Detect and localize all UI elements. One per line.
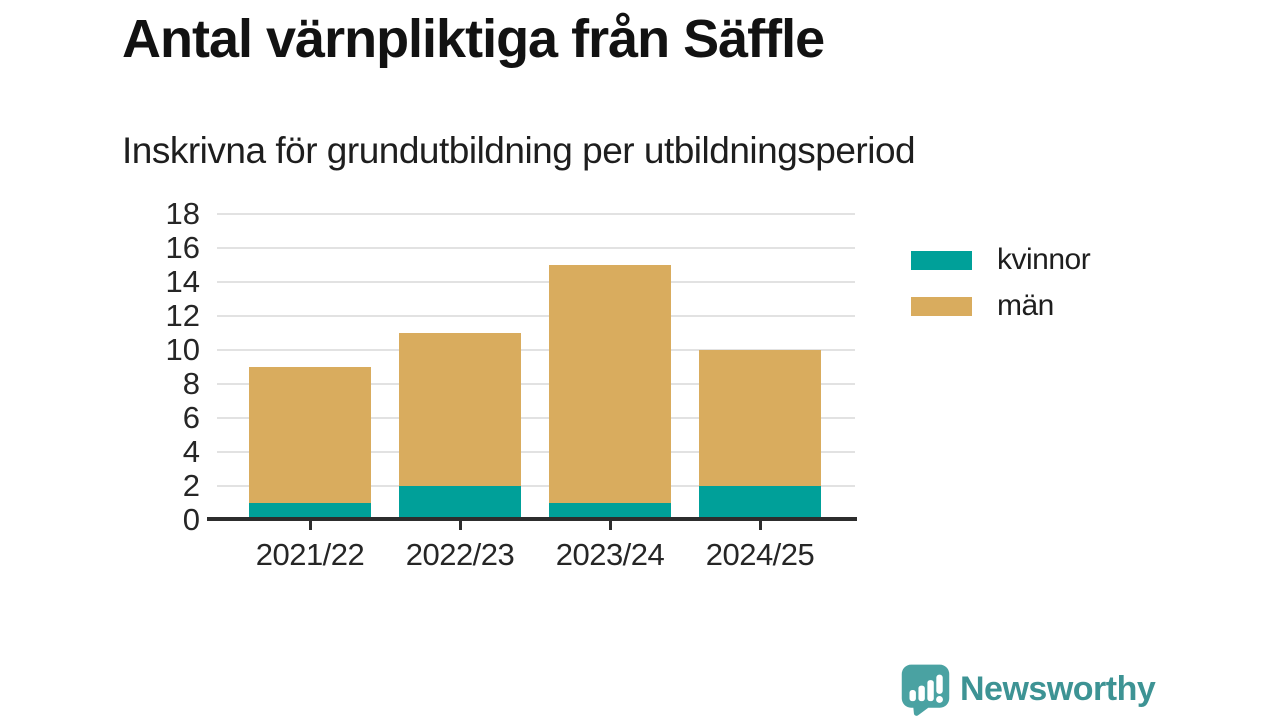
- x-axis-tick: [309, 521, 312, 530]
- x-axis-label: 2024/25: [705, 537, 815, 572]
- x-axis-tick: [759, 521, 762, 530]
- legend: kvinnor män: [911, 243, 1091, 323]
- bar-segment-kvinnor: [549, 503, 671, 520]
- gridline-y-12: [217, 315, 855, 317]
- brand-name: Newsworthy: [960, 670, 1156, 708]
- y-axis-tick-label: 4: [182, 434, 200, 469]
- gridline-y-18: [217, 213, 855, 215]
- bar-segment-män: [549, 265, 671, 503]
- y-axis-tick-label: 8: [182, 366, 200, 401]
- bar-segment-män: [699, 350, 821, 486]
- chart-subtitle: Inskrivna för grundutbildning per utbild…: [122, 130, 916, 171]
- bar-segment-kvinnor: [699, 486, 821, 520]
- gridline-y-10: [217, 349, 855, 351]
- y-axis-tick-label: 18: [165, 196, 200, 231]
- x-axis-label: 2022/23: [405, 537, 515, 572]
- bar-2023-24: [549, 265, 671, 520]
- bar-segment-kvinnor: [249, 503, 371, 520]
- brand-footer: Newsworthy: [899, 663, 1156, 716]
- x-axis-label: 2023/24: [555, 537, 665, 572]
- legend-label: kvinnor: [997, 243, 1091, 276]
- bar-2022-23: [399, 333, 521, 520]
- plot-area: [217, 213, 855, 520]
- x-axis-line: [207, 517, 857, 521]
- x-axis-label: 2021/22: [255, 537, 365, 572]
- gridline-y-6: [217, 417, 855, 419]
- bar-2021-22: [249, 367, 371, 520]
- gridline-y-4: [217, 451, 855, 453]
- y-axis-tick-label: 2: [182, 468, 200, 503]
- gridline-y-8: [217, 383, 855, 385]
- y-axis-tick-label: 14: [165, 264, 200, 299]
- gridline-y-2: [217, 485, 855, 487]
- legend-item-män: män: [911, 289, 1090, 323]
- newsworthy-logo-icon: [901, 664, 950, 716]
- bar-2024-25: [699, 350, 821, 520]
- bar-segment-män: [399, 333, 521, 486]
- y-axis-tick-label: 12: [165, 298, 200, 333]
- x-axis-tick: [459, 521, 462, 530]
- legend-label: män: [997, 289, 1054, 322]
- legend-swatch-män: [911, 296, 972, 316]
- chart-title: Antal värnpliktiga från Säffle: [122, 9, 825, 69]
- y-axis-tick-label: 10: [165, 332, 200, 367]
- gridline-y-14: [217, 281, 855, 283]
- x-axis-tick: [609, 521, 612, 530]
- y-axis-tick-label: 0: [182, 502, 200, 537]
- y-axis-tick-label: 16: [165, 230, 200, 265]
- legend-swatch-kvinnor: [911, 250, 972, 270]
- gridline-y-16: [217, 247, 855, 249]
- legend-item-kvinnor: kvinnor: [911, 243, 1091, 277]
- bar-segment-kvinnor: [399, 486, 521, 520]
- bar-segment-män: [249, 367, 371, 503]
- y-axis-tick-label: 6: [182, 400, 200, 435]
